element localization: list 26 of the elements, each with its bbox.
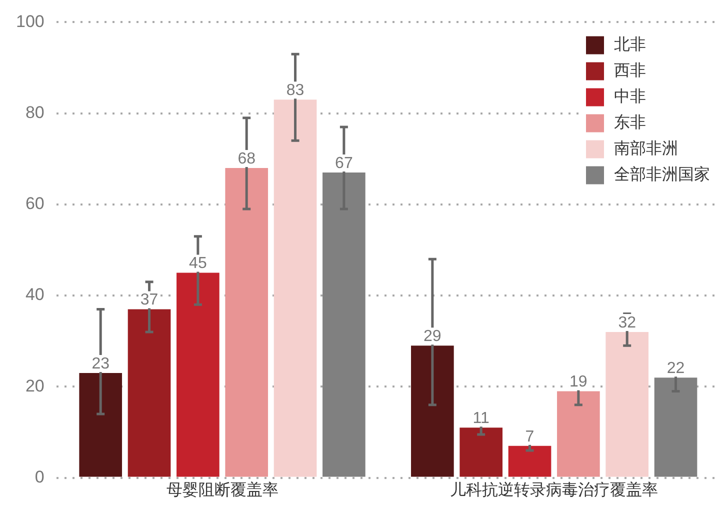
x-tick-label: 儿科抗逆转录病毒治疗覆盖率 xyxy=(450,480,658,499)
data-label: 37 xyxy=(140,292,158,309)
legend-label: 西非 xyxy=(614,62,646,80)
y-tick-label: 20 xyxy=(25,376,44,396)
y-tick-label: 0 xyxy=(34,467,44,486)
data-label: 67 xyxy=(335,154,353,172)
legend-label: 全部非洲国家 xyxy=(614,166,710,184)
data-label: 22 xyxy=(666,360,685,377)
data-label: 45 xyxy=(189,255,207,272)
data-label: 23 xyxy=(92,355,110,372)
data-label: 11 xyxy=(472,410,490,428)
y-tick-label: 40 xyxy=(25,285,44,304)
x-tick-label: 母婴阻断覆盖率 xyxy=(166,480,278,499)
data-label: 83 xyxy=(286,82,304,100)
data-label: 68 xyxy=(238,150,256,168)
legend-label: 南部非洲 xyxy=(614,140,678,158)
y-tick-label: 80 xyxy=(25,103,44,122)
data-label: 32 xyxy=(618,314,636,332)
data-label: 29 xyxy=(424,328,442,346)
legend-label: 中非 xyxy=(614,88,646,106)
y-tick-label: 60 xyxy=(25,194,44,214)
data-label: 19 xyxy=(570,374,588,391)
y-tick-label: 100 xyxy=(16,12,44,31)
legend-label: 东非 xyxy=(614,114,646,132)
data-label: 7 xyxy=(525,428,534,446)
legend-label: 北非 xyxy=(614,36,646,54)
